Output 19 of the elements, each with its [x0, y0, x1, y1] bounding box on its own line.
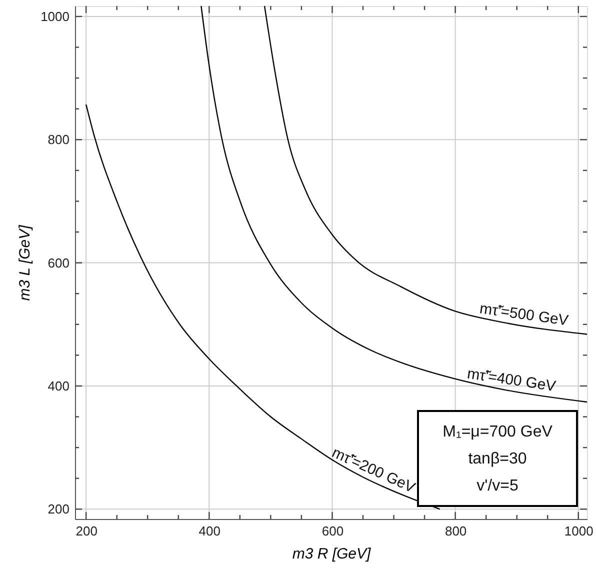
x-tick-label: 800	[444, 524, 467, 538]
line-series	[200, 5, 588, 403]
annotation: v'/v=5	[476, 478, 518, 494]
x-tick-label: 200	[76, 524, 98, 538]
y-tick-label: 600	[48, 255, 70, 270]
annotation: tanβ=30	[468, 450, 527, 468]
text: mτ̃'=500 GeV	[478, 300, 570, 330]
y-tick-label: 200	[48, 502, 70, 517]
y-axis-title: m3 L [GeV]	[16, 224, 34, 301]
line-series	[264, 5, 588, 335]
x-tick-label: 1000	[564, 524, 594, 538]
y-tick-label: 1000	[40, 8, 70, 24]
y-tick-label: 800	[48, 132, 70, 148]
annotation: M₁=μ=700 GeV	[442, 424, 553, 440]
text: mτ̃'=400 GeV	[466, 365, 557, 396]
x-tick-label: 600	[322, 524, 344, 538]
x-axis-title: m3 R [GeV]	[292, 546, 372, 562]
x-tick-label: 400	[198, 524, 221, 538]
y-tick-label: 400	[48, 378, 70, 394]
